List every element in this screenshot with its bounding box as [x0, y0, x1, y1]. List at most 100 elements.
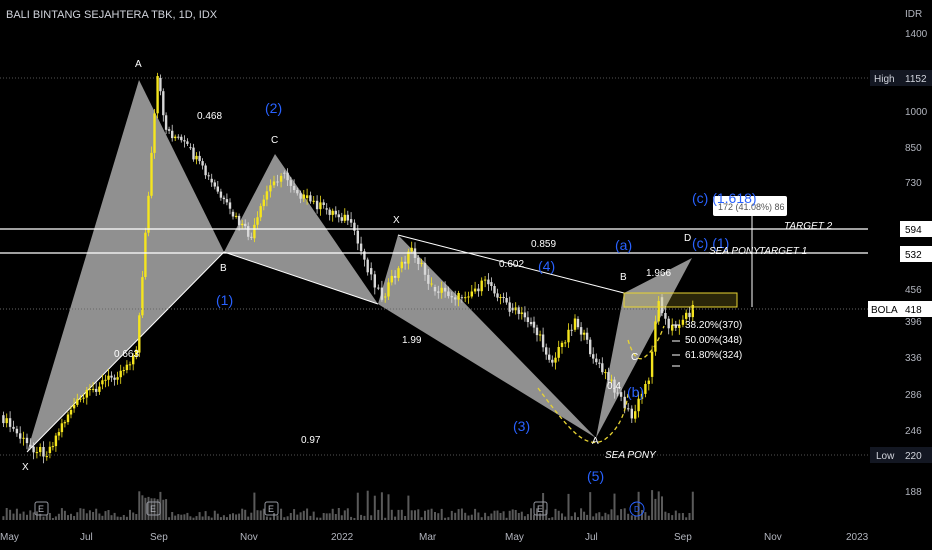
candle-body	[138, 315, 141, 353]
candle-body	[234, 215, 238, 217]
volume-bar	[54, 516, 57, 520]
price-tick: 730	[905, 178, 922, 189]
candle-body	[25, 437, 29, 444]
fib-retracement: 38.20%(370) 50.00%(348) 61.80%(324)	[672, 320, 742, 367]
candle-body	[496, 293, 499, 298]
volume-bar	[122, 515, 125, 520]
candle-body	[447, 291, 450, 297]
candle-body	[363, 251, 366, 260]
candle-body	[132, 355, 135, 365]
volume-bar	[51, 518, 54, 520]
candle-body	[156, 76, 159, 114]
candle-body	[319, 202, 322, 210]
candle-body	[180, 136, 183, 141]
volume-bar	[691, 491, 694, 520]
sea-pony-curve-1	[537, 387, 629, 444]
time-tick: 2023	[846, 532, 869, 543]
candle-body	[545, 347, 548, 355]
dividend-marker[interactable]: D	[629, 501, 645, 517]
svg-text:E: E	[268, 504, 274, 514]
candle-body	[72, 404, 76, 409]
time-tick: Sep	[150, 532, 168, 543]
svg-text:E: E	[150, 504, 156, 514]
candle-body	[110, 375, 113, 378]
candle-body	[619, 392, 623, 397]
volume-bar	[2, 516, 5, 520]
candle-body	[292, 185, 296, 190]
candle-body	[216, 186, 219, 192]
candle-body	[207, 175, 210, 177]
candle-body	[548, 354, 551, 360]
volume-bar	[299, 512, 302, 520]
candle-body	[201, 161, 204, 166]
volume-bar	[410, 510, 413, 520]
volume-bar	[447, 517, 450, 520]
candle-body	[610, 379, 613, 381]
volume-bar	[366, 490, 369, 520]
volume-bar	[63, 510, 66, 520]
volume-bar	[253, 492, 256, 520]
price-axis[interactable]: IDR 1400 1000 850 730 456 396 336 286 24…	[868, 9, 932, 498]
candle-body	[691, 305, 694, 318]
candle-body	[529, 322, 533, 325]
candle-body	[107, 375, 110, 380]
candle-body	[253, 224, 256, 239]
price-tick: 246	[905, 426, 922, 437]
volume-bar	[477, 512, 480, 520]
candle-body	[279, 175, 283, 182]
candle-body	[164, 115, 168, 130]
bola-price-tag: BOLA 418	[868, 301, 932, 317]
volume-bar	[180, 514, 183, 520]
wave-c-1: (c) (1)	[692, 235, 729, 251]
earnings-marker[interactable]: E	[34, 501, 49, 516]
candle-body	[410, 247, 413, 252]
candle-body	[560, 342, 564, 347]
point-a-1: A	[135, 59, 142, 70]
point-x-1: X	[22, 462, 29, 473]
candle-body	[60, 423, 64, 433]
volume-bar	[661, 496, 663, 520]
time-axis[interactable]: May Jul Sep Nov 2022 Mar May Jul Sep Nov…	[0, 532, 869, 543]
volume-bar	[113, 512, 116, 520]
volume-bar	[186, 512, 189, 520]
earnings-marker[interactable]: E	[264, 501, 279, 516]
measure-label-box	[713, 196, 787, 216]
candle-body	[51, 446, 55, 448]
volume-bar	[470, 514, 473, 520]
volume-bar	[420, 517, 423, 520]
wave-3: (3)	[513, 418, 530, 434]
volume-bar	[204, 511, 207, 520]
candle-body	[299, 193, 302, 199]
candle-body	[526, 317, 530, 322]
volume-bar	[484, 512, 487, 520]
volume-bar	[150, 498, 153, 520]
ratio-0859: 0.859	[531, 239, 556, 250]
candle-body	[247, 226, 250, 237]
candle-body	[457, 293, 460, 300]
candle-body	[644, 384, 647, 394]
volume-bar	[350, 516, 353, 520]
pattern-x-b-line	[26, 251, 225, 453]
time-tick: Mar	[419, 532, 437, 543]
price-tick: 336	[905, 353, 922, 364]
candle-body	[387, 282, 390, 297]
volume-bar	[302, 510, 305, 520]
volume-bar	[269, 517, 272, 520]
candle-body	[557, 347, 560, 358]
earnings-marker[interactable]: E	[533, 501, 548, 516]
volume-bar	[79, 508, 82, 520]
candle-body	[204, 165, 207, 176]
volume-bar	[567, 493, 570, 520]
earnings-marker[interactable]: E	[146, 501, 161, 516]
volume-bar	[589, 492, 592, 520]
volume-bar	[601, 516, 604, 520]
wave-b: (b)	[627, 384, 644, 400]
volume-bar	[502, 511, 505, 520]
candle-body	[12, 426, 15, 429]
candle-body	[470, 291, 473, 297]
volume-bar	[135, 514, 138, 520]
candle-body	[630, 408, 633, 419]
volume-bar	[564, 516, 567, 520]
volume-bar	[165, 499, 168, 520]
